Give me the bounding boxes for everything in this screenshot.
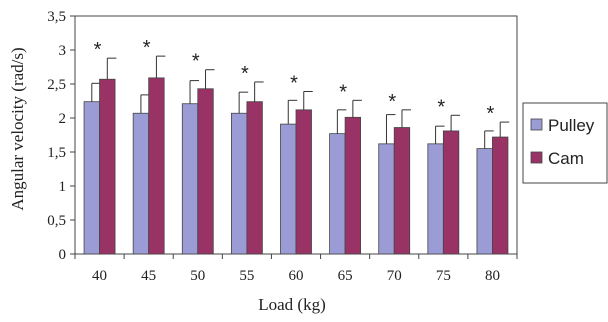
y-tick-label: 1 bbox=[59, 179, 67, 195]
significance-star: * bbox=[94, 39, 102, 61]
legend-swatch-pulley bbox=[530, 118, 543, 131]
bar-pulley-50 bbox=[181, 103, 199, 255]
legend-label-cam: Cam bbox=[548, 149, 584, 168]
x-tick-label: 65 bbox=[338, 268, 353, 284]
y-tick-label: 3 bbox=[59, 43, 67, 59]
significance-star: * bbox=[241, 63, 249, 85]
bar-cam-50 bbox=[197, 88, 214, 255]
y-tick-label: 3,5 bbox=[47, 9, 66, 25]
bar-cam-65 bbox=[344, 116, 362, 255]
bar-cam-60 bbox=[295, 109, 312, 255]
bar-cam-40 bbox=[99, 78, 116, 255]
significance-star: * bbox=[388, 91, 396, 113]
y-tick-label: 2 bbox=[59, 111, 67, 127]
x-tick-label: 75 bbox=[436, 268, 451, 284]
x-tick-label: 50 bbox=[190, 268, 205, 284]
bar-cam-75 bbox=[442, 130, 460, 255]
significance-star: * bbox=[143, 37, 151, 59]
bar-pulley-70 bbox=[378, 143, 395, 255]
significance-markers: * * * * * * * * * bbox=[94, 37, 495, 125]
x-tick-label: 70 bbox=[387, 268, 402, 284]
bar-cam-70 bbox=[393, 127, 411, 255]
legend-label-pulley: Pulley bbox=[548, 116, 595, 135]
bar-pulley-75 bbox=[427, 143, 444, 255]
legend-box bbox=[522, 102, 608, 184]
x-axis: 40 45 50 55 60 65 70 75 80 bbox=[74, 254, 518, 284]
bars bbox=[83, 55, 510, 255]
y-tick-label: 0,5 bbox=[47, 213, 66, 229]
significance-star: * bbox=[192, 51, 200, 73]
x-tick-label: 60 bbox=[289, 268, 304, 284]
bar-pulley-45 bbox=[132, 112, 150, 255]
bar-cam-45 bbox=[148, 77, 165, 255]
y-tick-label: 1,5 bbox=[47, 145, 66, 161]
legend: Pulley Cam bbox=[522, 102, 608, 184]
bar-cam-55 bbox=[246, 101, 263, 255]
y-axis: 0 0,5 1 1,5 2 2,5 3 3,5 bbox=[47, 9, 75, 263]
significance-star: * bbox=[290, 72, 298, 94]
x-tick-label: 40 bbox=[92, 268, 107, 284]
bar-pulley-60 bbox=[280, 123, 297, 255]
y-tick-label: 2,5 bbox=[47, 77, 66, 93]
x-axis-title: Load (kg) bbox=[258, 295, 326, 314]
bar-cam-80 bbox=[492, 136, 509, 255]
bar-pulley-55 bbox=[230, 112, 248, 255]
y-axis-title: Angular velocity (rad/s) bbox=[8, 47, 27, 210]
significance-star: * bbox=[339, 81, 347, 103]
x-tick-label: 45 bbox=[141, 268, 156, 284]
y-tick-label: 0 bbox=[59, 247, 67, 263]
bar-pulley-65 bbox=[329, 133, 346, 255]
x-tick-label: 80 bbox=[485, 268, 500, 284]
bar-pulley-80 bbox=[476, 148, 493, 255]
legend-swatch-cam bbox=[530, 151, 543, 164]
significance-star: * bbox=[487, 103, 495, 125]
x-tick-label: 55 bbox=[239, 268, 254, 284]
significance-star: * bbox=[437, 96, 445, 118]
bar-pulley-40 bbox=[83, 101, 100, 255]
